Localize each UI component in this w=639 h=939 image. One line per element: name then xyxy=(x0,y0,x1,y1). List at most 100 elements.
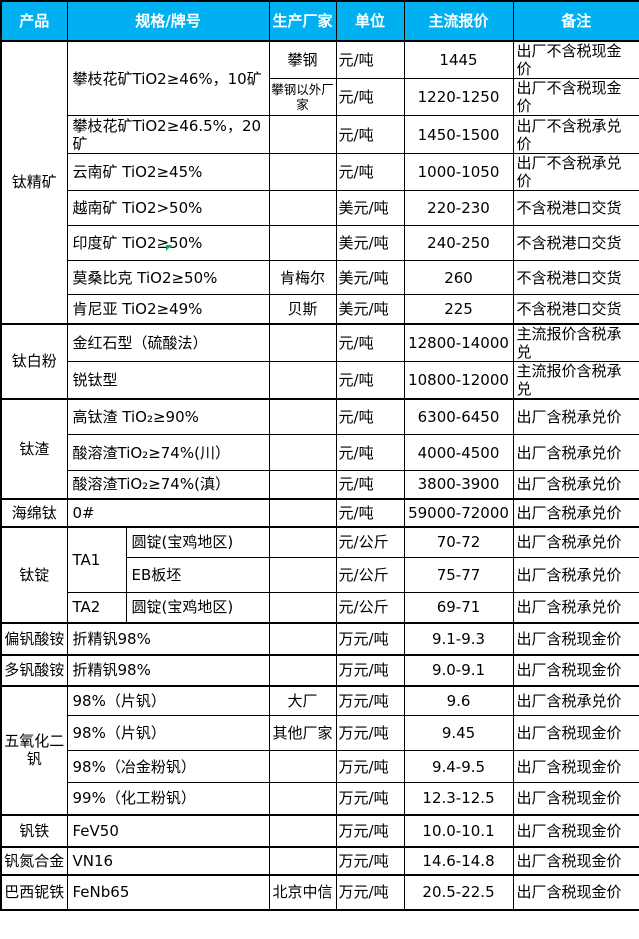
unit-cell[interactable]: 元/公斤 xyxy=(335,592,405,623)
manufacturer-cell[interactable] xyxy=(268,225,337,261)
product-cell[interactable]: 钛白粉 xyxy=(0,322,68,399)
note-cell[interactable]: 不含税港口交货 xyxy=(512,294,639,324)
note-cell[interactable]: 出厂含税现金价 xyxy=(512,845,639,875)
unit-cell[interactable]: 元/吨 xyxy=(335,322,405,362)
unit-cell[interactable]: 元/吨 xyxy=(335,470,405,499)
product-cell[interactable]: 巴西铌铁 xyxy=(0,873,68,910)
spec-cell[interactable]: 金红石型（硫酸法） xyxy=(66,322,270,362)
product-cell[interactable]: 钛渣 xyxy=(0,397,68,499)
spec-cell[interactable]: 酸溶渣TiO₂≥74%(滇） xyxy=(66,470,270,499)
spec-cell[interactable]: 折精钒98% xyxy=(66,621,270,655)
unit-cell[interactable]: 万元/吨 xyxy=(335,684,405,716)
price-cell[interactable]: 6300-6450 xyxy=(403,397,514,435)
price-cell[interactable]: 12800-14000 xyxy=(403,322,514,362)
grade-cell[interactable]: TA2 xyxy=(66,592,127,623)
manufacturer-cell[interactable] xyxy=(268,750,337,783)
spec-cell[interactable]: 圆锭(宝鸡地区) xyxy=(125,525,270,558)
note-cell[interactable]: 出厂不含税承兑价 xyxy=(512,153,639,191)
product-cell[interactable]: 偏钒酸铵 xyxy=(0,621,68,655)
price-cell[interactable]: 20.5-22.5 xyxy=(403,873,514,910)
spec-cell[interactable]: 99%（化工粉钒） xyxy=(66,782,270,815)
price-cell[interactable]: 4000-4500 xyxy=(403,434,514,471)
spec-cell[interactable]: 酸溶渣TiO₂≥74%(川） xyxy=(66,434,270,471)
price-cell[interactable]: 1220-1250 xyxy=(403,78,514,116)
note-cell[interactable]: 出厂含税现金价 xyxy=(512,782,639,815)
price-cell[interactable]: 14.6-14.8 xyxy=(403,845,514,875)
spec-cell[interactable]: VN16 xyxy=(66,845,270,875)
unit-cell[interactable]: 元/吨 xyxy=(335,153,405,191)
note-cell[interactable]: 出厂不含税现金价 xyxy=(512,78,639,116)
manufacturer-cell[interactable] xyxy=(268,557,337,593)
product-cell[interactable]: 钒铁 xyxy=(0,813,68,847)
product-cell[interactable]: 多钒酸铵 xyxy=(0,653,68,686)
manufacturer-cell[interactable]: 大厂 xyxy=(268,684,337,716)
manufacturer-cell[interactable]: 攀钢以外厂家 xyxy=(268,78,337,116)
note-cell[interactable]: 出厂含税承兑价 xyxy=(512,684,639,716)
manufacturer-cell[interactable] xyxy=(268,497,337,527)
unit-cell[interactable]: 万元/吨 xyxy=(335,750,405,783)
product-cell[interactable]: 钒氮合金 xyxy=(0,845,68,875)
note-cell[interactable]: 出厂含税承兑价 xyxy=(512,525,639,558)
manufacturer-cell[interactable] xyxy=(268,153,337,191)
price-cell[interactable]: 9.6 xyxy=(403,684,514,716)
manufacturer-cell[interactable] xyxy=(268,115,337,154)
note-cell[interactable]: 出厂含税承兑价 xyxy=(512,397,639,435)
unit-cell[interactable]: 万元/吨 xyxy=(335,873,405,910)
unit-cell[interactable]: 美元/吨 xyxy=(335,190,405,226)
manufacturer-cell[interactable]: 其他厂家 xyxy=(268,715,337,751)
unit-cell[interactable]: 万元/吨 xyxy=(335,621,405,655)
manufacturer-cell[interactable] xyxy=(268,782,337,815)
note-cell[interactable]: 出厂含税现金价 xyxy=(512,750,639,783)
price-cell[interactable]: 225 xyxy=(403,294,514,324)
spec-cell[interactable]: 98%（片钒） xyxy=(66,684,270,716)
note-cell[interactable]: 出厂含税现金价 xyxy=(512,715,639,751)
note-cell[interactable]: 出厂含税承兑价 xyxy=(512,470,639,499)
note-cell[interactable]: 主流报价含税承兑 xyxy=(512,322,639,362)
unit-cell[interactable]: 元/公斤 xyxy=(335,525,405,558)
manufacturer-cell[interactable] xyxy=(268,653,337,686)
unit-cell[interactable]: 万元/吨 xyxy=(335,715,405,751)
price-cell[interactable]: 9.45 xyxy=(403,715,514,751)
spec-cell[interactable]: 折精钒98% xyxy=(66,653,270,686)
price-cell[interactable]: 3800-3900 xyxy=(403,470,514,499)
unit-cell[interactable]: 元/吨 xyxy=(335,78,405,116)
unit-cell[interactable]: 元/吨 xyxy=(335,115,405,154)
spec-cell[interactable]: FeNb65 xyxy=(66,873,270,910)
note-cell[interactable]: 不含税港口交货 xyxy=(512,190,639,226)
note-cell[interactable]: 不含税港口交货 xyxy=(512,260,639,295)
manufacturer-cell[interactable] xyxy=(268,190,337,226)
manufacturer-cell[interactable]: 北京中信 xyxy=(268,873,337,910)
note-cell[interactable]: 出厂含税现金价 xyxy=(512,621,639,655)
spec-cell[interactable]: 肯尼亚 TiO2≥49% xyxy=(66,294,270,324)
spec-cell[interactable]: 攀枝花矿TiO2≥46%，10矿 xyxy=(66,40,270,116)
manufacturer-cell[interactable] xyxy=(268,322,337,362)
spec-cell[interactable]: 圆锭(宝鸡地区) xyxy=(125,592,270,623)
spec-cell[interactable]: 云南矿 TiO2≥45% xyxy=(66,153,270,191)
spec-cell[interactable]: 高钛渣 TiO₂≥90% xyxy=(66,397,270,435)
note-cell[interactable]: 不含税港口交货 xyxy=(512,225,639,261)
unit-cell[interactable]: 美元/吨 xyxy=(335,294,405,324)
price-cell[interactable]: 1445 xyxy=(403,40,514,79)
manufacturer-cell[interactable] xyxy=(268,360,337,399)
price-cell[interactable]: 59000-72000 xyxy=(403,497,514,527)
note-cell[interactable]: 出厂含税承兑价 xyxy=(512,557,639,593)
grade-cell[interactable]: TA1 xyxy=(66,525,127,593)
unit-cell[interactable]: 元/吨 xyxy=(335,434,405,471)
price-cell[interactable]: 1000-1050 xyxy=(403,153,514,191)
product-cell[interactable]: 钛精矿 xyxy=(0,40,68,324)
spec-cell[interactable]: 印度矿 TiO2≥50% xyxy=(66,225,270,261)
spec-cell[interactable]: 锐钛型 xyxy=(66,360,270,399)
unit-cell[interactable]: 万元/吨 xyxy=(335,813,405,847)
unit-cell[interactable]: 万元/吨 xyxy=(335,845,405,875)
unit-cell[interactable]: 万元/吨 xyxy=(335,653,405,686)
manufacturer-cell[interactable] xyxy=(268,621,337,655)
price-cell[interactable]: 10800-12000 xyxy=(403,360,514,399)
price-cell[interactable]: 9.0-9.1 xyxy=(403,653,514,686)
header-price[interactable]: 主流报价 xyxy=(403,0,514,42)
product-cell[interactable]: 五氧化二钒 xyxy=(0,684,68,815)
spec-cell[interactable]: EB板坯 xyxy=(125,557,270,593)
manufacturer-cell[interactable]: 攀钢 xyxy=(268,40,337,79)
price-cell[interactable]: 75-77 xyxy=(403,557,514,593)
price-cell[interactable]: 1450-1500 xyxy=(403,115,514,154)
header-spec[interactable]: 规格/牌号 xyxy=(66,0,270,42)
